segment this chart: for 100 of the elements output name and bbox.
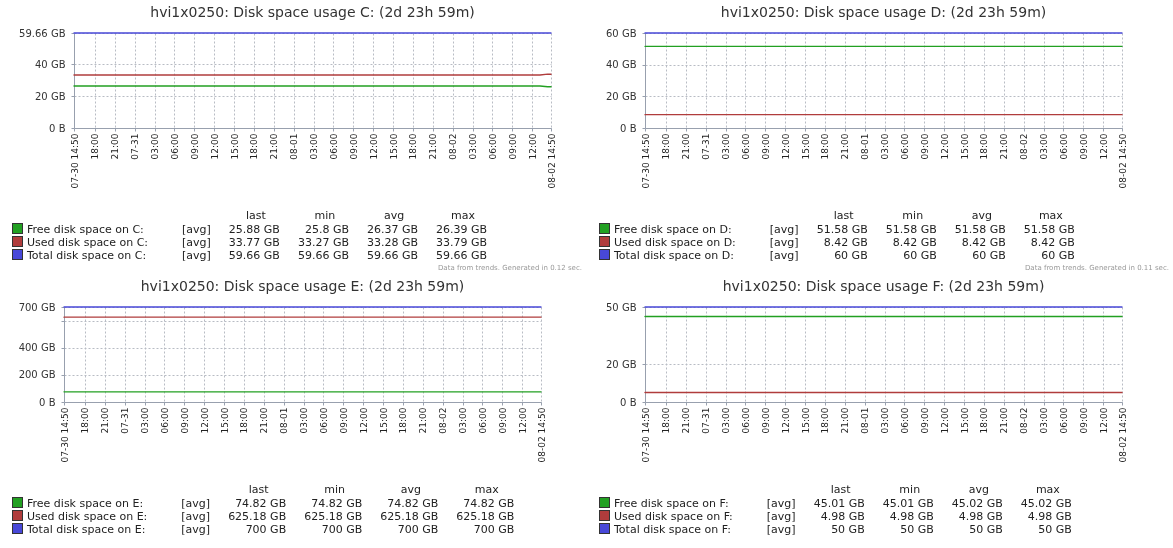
- x-tick-label: 03:00: [299, 407, 310, 434]
- x-tick-label: 03:00: [880, 133, 891, 160]
- text: 33.77 GB: [227, 236, 281, 249]
- y-tick-label: 60 GB: [605, 27, 637, 39]
- x-tick-label: 09:00: [919, 133, 930, 160]
- text: 625.18 GB: [379, 510, 440, 523]
- x-tick-label: 07-30 14:50: [640, 133, 651, 189]
- x-tick-label: 09:00: [348, 133, 359, 160]
- x-tick-label: 21:00: [681, 133, 692, 160]
- x-tick-label: 18:00: [80, 407, 91, 434]
- text: 74.82 GB: [234, 497, 288, 510]
- x-tick-label: 21:00: [269, 133, 280, 160]
- text: [avg]: [181, 236, 212, 249]
- legend-label: Free disk space on D:: [613, 223, 733, 236]
- x-tick-label: 08-02 14:50: [1117, 407, 1128, 463]
- x-tick-label: 06:00: [169, 133, 180, 160]
- x-tick-label: 18:00: [661, 133, 672, 160]
- text: 8.42 GB: [1029, 236, 1076, 249]
- x-tick-label: 21:00: [999, 407, 1010, 434]
- x-tick-label: 18:00: [239, 407, 250, 434]
- text: last: [247, 482, 270, 497]
- x-tick-label: 07-31: [701, 133, 712, 160]
- x-tick-label: 08-02 14:50: [546, 133, 557, 189]
- text: 26.39 GB: [435, 223, 489, 236]
- x-tick-label: 08-02: [1019, 133, 1030, 160]
- x-tick-label: 06:00: [740, 133, 751, 160]
- text: [avg]: [768, 223, 800, 236]
- text: 700 GB: [396, 523, 440, 536]
- x-tick-label: 15:00: [229, 133, 240, 160]
- legend-label: Total disk space on D:: [613, 249, 735, 262]
- x-tick-label: 09:00: [919, 407, 930, 434]
- x-tick-label: 15:00: [219, 407, 230, 434]
- text: avg: [399, 482, 422, 497]
- text: 74.82 GB: [310, 497, 364, 510]
- y-tick-label: 0 B: [49, 122, 66, 134]
- text: avg: [382, 208, 406, 223]
- text: 4.98 GB: [957, 510, 1004, 523]
- x-tick-label: 03:00: [721, 133, 732, 160]
- legend-label: Total disk space on F:: [613, 523, 732, 536]
- text: 50 GB: [968, 523, 1004, 536]
- legend-label: Used disk space on D:: [613, 236, 737, 249]
- x-tick-label: 03:00: [1039, 407, 1050, 434]
- text: 50 GB: [899, 523, 935, 536]
- text: 51.58 GB: [953, 223, 1007, 236]
- x-tick-label: 12:00: [368, 133, 379, 160]
- text: [avg]: [180, 523, 212, 536]
- x-tick-label: 07-31: [130, 133, 141, 160]
- text: 74.82 GB: [462, 497, 516, 510]
- text: [avg]: [180, 510, 212, 523]
- y-tick-label: 50 GB: [605, 301, 637, 313]
- x-tick-label: 06:00: [477, 407, 488, 434]
- x-tick-label: 12:00: [780, 407, 791, 434]
- text: 700 GB: [244, 523, 288, 536]
- x-tick-label: 03:00: [309, 133, 320, 160]
- text: 4.98 GB: [888, 510, 935, 523]
- x-tick-label: 09:00: [338, 407, 349, 434]
- x-tick-label: 09:00: [760, 407, 771, 434]
- text: 33.27 GB: [296, 236, 350, 249]
- x-tick-label: 08-01: [860, 133, 871, 160]
- text: 8.42 GB: [822, 236, 869, 249]
- text: 60 GB: [971, 249, 1007, 262]
- x-tick-label: 08-01: [860, 407, 871, 434]
- legend-label: Total disk space on C:: [26, 249, 148, 262]
- x-tick-label: 06:00: [328, 133, 339, 160]
- text: 51.58 GB: [884, 223, 938, 236]
- text: [avg]: [765, 510, 797, 523]
- x-tick-label: 09:00: [507, 133, 518, 160]
- text: 59.66 GB: [366, 249, 420, 262]
- x-tick-label: 21:00: [999, 133, 1010, 160]
- x-tick-label: 09:00: [497, 407, 508, 434]
- x-tick-label: 07-30 14:50: [59, 407, 70, 463]
- x-tick-label: 21:00: [259, 407, 270, 434]
- text: last: [829, 482, 852, 497]
- x-tick-label: 12:00: [209, 133, 220, 160]
- x-tick-label: 07-31: [120, 407, 131, 434]
- x-tick-label: 21:00: [428, 133, 439, 160]
- text: 45.01 GB: [812, 497, 866, 510]
- x-tick-label: 21:00: [100, 407, 111, 434]
- legend-label: Used disk space on E:: [26, 510, 149, 523]
- text: min: [898, 482, 922, 497]
- text: [avg]: [765, 523, 797, 536]
- text: min: [313, 208, 337, 223]
- text: min: [901, 208, 925, 223]
- y-tick-label: 20 GB: [605, 90, 637, 102]
- x-tick-label: 03:00: [1039, 133, 1050, 160]
- text: last: [244, 208, 267, 223]
- text: 8.42 GB: [960, 236, 1007, 249]
- x-tick-label: 12:00: [780, 133, 791, 160]
- text: max: [1037, 208, 1064, 223]
- x-tick-label: 18:00: [979, 133, 990, 160]
- x-tick-label: 03:00: [150, 133, 161, 160]
- text: 59.66 GB: [296, 249, 350, 262]
- text: [avg]: [768, 249, 800, 262]
- text: 51.58 GB: [815, 223, 869, 236]
- chart-title: hvi1x0250: Disk space usage D: (2d 23h 59m): [720, 4, 1047, 20]
- text: 59.66 GB: [227, 249, 281, 262]
- text: avg: [970, 208, 993, 223]
- text: max: [473, 482, 500, 497]
- y-tick-label: 59.66 GB: [19, 27, 66, 39]
- text: [avg]: [180, 497, 212, 510]
